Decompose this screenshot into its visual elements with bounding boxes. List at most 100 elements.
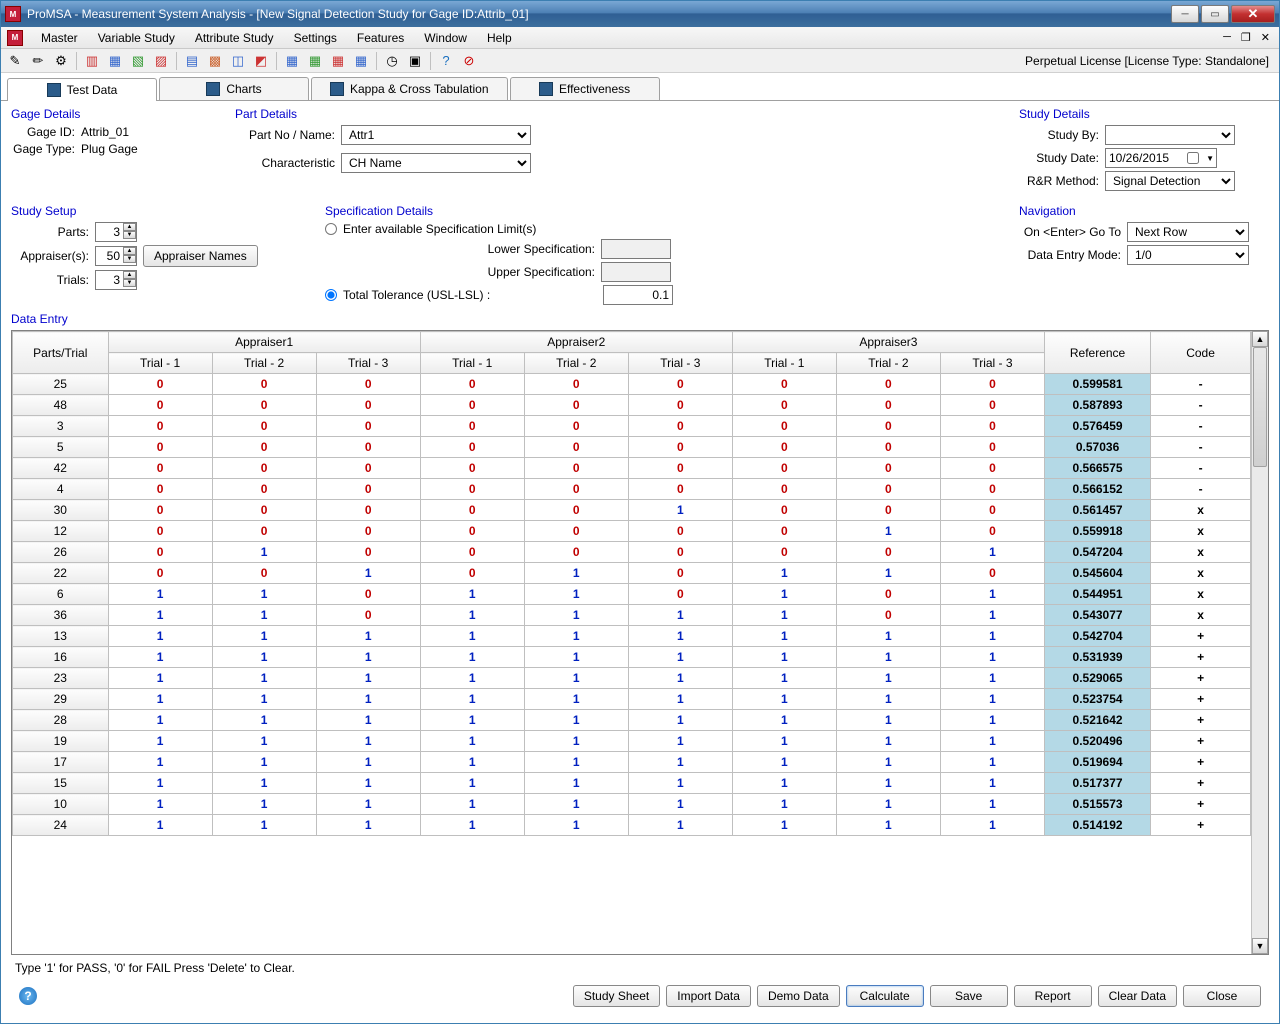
menu-variable-study[interactable]: Variable Study <box>88 29 185 47</box>
trial-cell[interactable]: 1 <box>212 605 316 626</box>
trial-cell[interactable]: 1 <box>420 815 524 836</box>
trial-cell[interactable]: 0 <box>628 374 732 395</box>
tool-chart1-icon[interactable]: ▥ <box>82 51 102 71</box>
trial-cell[interactable]: 0 <box>940 500 1044 521</box>
trial-cell[interactable]: 1 <box>940 815 1044 836</box>
trial-cell[interactable]: 1 <box>524 584 628 605</box>
trial-cell[interactable]: 1 <box>212 689 316 710</box>
trial-cell[interactable]: 1 <box>628 710 732 731</box>
trial-cell[interactable]: 0 <box>420 521 524 542</box>
table-row[interactable]: 260100000010.547204x <box>13 542 1251 563</box>
trial-cell[interactable]: 1 <box>108 647 212 668</box>
tool-chart6-icon[interactable]: ▩ <box>205 51 225 71</box>
trial-cell[interactable]: 0 <box>628 521 732 542</box>
appraiser-names-button[interactable]: Appraiser Names <box>143 245 258 267</box>
trial-cell[interactable]: 1 <box>316 668 420 689</box>
mdi-minimize-icon[interactable]: ─ <box>1220 31 1234 44</box>
trial-cell[interactable]: 0 <box>732 374 836 395</box>
trial-cell[interactable]: 1 <box>420 710 524 731</box>
trial-cell[interactable]: 0 <box>836 437 940 458</box>
trial-cell[interactable]: 1 <box>108 731 212 752</box>
trial-cell[interactable]: 0 <box>524 479 628 500</box>
tab-charts[interactable]: Charts <box>159 77 309 100</box>
trial-cell[interactable]: 0 <box>316 542 420 563</box>
trial-cell[interactable]: 1 <box>316 773 420 794</box>
tool-wand-icon[interactable]: ✎ <box>5 51 25 71</box>
trial-cell[interactable]: 1 <box>108 773 212 794</box>
trial-cell[interactable]: 0 <box>628 563 732 584</box>
trial-cell[interactable]: 1 <box>212 752 316 773</box>
trial-cell[interactable]: 1 <box>628 752 732 773</box>
menu-help[interactable]: Help <box>477 29 522 47</box>
spinner-down-icon[interactable]: ▼ <box>123 279 136 287</box>
table-row[interactable]: 61101101010.544951x <box>13 584 1251 605</box>
menu-features[interactable]: Features <box>347 29 414 47</box>
trial-cell[interactable]: 0 <box>316 521 420 542</box>
trial-cell[interactable]: 1 <box>316 563 420 584</box>
trial-cell[interactable]: 1 <box>212 647 316 668</box>
trial-cell[interactable]: 1 <box>836 521 940 542</box>
trial-cell[interactable]: 1 <box>108 626 212 647</box>
tab-kappa-cross-tabulation[interactable]: Kappa & Cross Tabulation <box>311 77 508 100</box>
trial-cell[interactable]: 0 <box>524 395 628 416</box>
trial-cell[interactable]: 1 <box>420 647 524 668</box>
trial-cell[interactable]: 0 <box>524 458 628 479</box>
trial-cell[interactable]: 0 <box>524 374 628 395</box>
trial-cell[interactable]: 0 <box>316 479 420 500</box>
trial-cell[interactable]: 1 <box>732 605 836 626</box>
trial-cell[interactable]: 0 <box>940 395 1044 416</box>
help-icon[interactable]: ? <box>19 987 37 1005</box>
trial-cell[interactable]: 0 <box>420 563 524 584</box>
trial-cell[interactable]: 1 <box>628 815 732 836</box>
table-row[interactable]: 30000000000.576459- <box>13 416 1251 437</box>
trial-cell[interactable]: 1 <box>212 584 316 605</box>
trial-cell[interactable]: 1 <box>628 773 732 794</box>
table-row[interactable]: 131111111110.542704+ <box>13 626 1251 647</box>
trial-cell[interactable]: 0 <box>212 437 316 458</box>
trial-cell[interactable]: 1 <box>940 773 1044 794</box>
trial-cell[interactable]: 1 <box>108 668 212 689</box>
trial-cell[interactable]: 0 <box>212 521 316 542</box>
vertical-scrollbar[interactable]: ▲ ▼ <box>1251 331 1268 954</box>
menu-window[interactable]: Window <box>414 29 477 47</box>
trial-cell[interactable]: 1 <box>524 647 628 668</box>
mdi-restore-icon[interactable]: ❐ <box>1238 31 1254 44</box>
trial-cell[interactable]: 0 <box>628 479 732 500</box>
trial-cell[interactable]: 0 <box>316 374 420 395</box>
trial-cell[interactable]: 1 <box>732 710 836 731</box>
trial-cell[interactable]: 0 <box>524 542 628 563</box>
tool-chart2-icon[interactable]: ▦ <box>105 51 125 71</box>
trial-cell[interactable]: 1 <box>420 731 524 752</box>
tool-calendar-icon[interactable]: ▣ <box>405 51 425 71</box>
trial-cell[interactable]: 1 <box>836 563 940 584</box>
scroll-thumb[interactable] <box>1253 347 1267 467</box>
trial-cell[interactable]: 1 <box>628 668 732 689</box>
trial-cell[interactable]: 0 <box>212 395 316 416</box>
trial-cell[interactable]: 1 <box>628 647 732 668</box>
trial-cell[interactable]: 1 <box>940 689 1044 710</box>
table-row[interactable]: 241111111110.514192+ <box>13 815 1251 836</box>
trial-cell[interactable]: 1 <box>420 668 524 689</box>
trial-cell[interactable]: 1 <box>940 731 1044 752</box>
trial-cell[interactable]: 1 <box>212 668 316 689</box>
trial-cell[interactable]: 0 <box>836 605 940 626</box>
study-date-input[interactable] <box>1105 148 1217 168</box>
rr-method-select[interactable]: Signal Detection <box>1105 171 1235 191</box>
trial-cell[interactable]: 0 <box>836 584 940 605</box>
trial-cell[interactable]: 1 <box>212 731 316 752</box>
table-row[interactable]: 281111111110.521642+ <box>13 710 1251 731</box>
table-row[interactable]: 120000000100.559918x <box>13 521 1251 542</box>
trial-cell[interactable]: 1 <box>420 773 524 794</box>
total-tol-input[interactable] <box>603 285 673 305</box>
trial-cell[interactable]: 1 <box>316 710 420 731</box>
trial-cell[interactable]: 1 <box>628 794 732 815</box>
trial-cell[interactable]: 0 <box>940 479 1044 500</box>
clear-data-button[interactable]: Clear Data <box>1098 985 1177 1007</box>
trial-cell[interactable]: 0 <box>836 479 940 500</box>
trial-cell[interactable]: 1 <box>732 773 836 794</box>
trial-cell[interactable]: 0 <box>316 458 420 479</box>
scroll-down-icon[interactable]: ▼ <box>1252 938 1268 954</box>
trial-cell[interactable]: 0 <box>940 521 1044 542</box>
trial-cell[interactable]: 0 <box>420 395 524 416</box>
trial-cell[interactable]: 1 <box>524 626 628 647</box>
